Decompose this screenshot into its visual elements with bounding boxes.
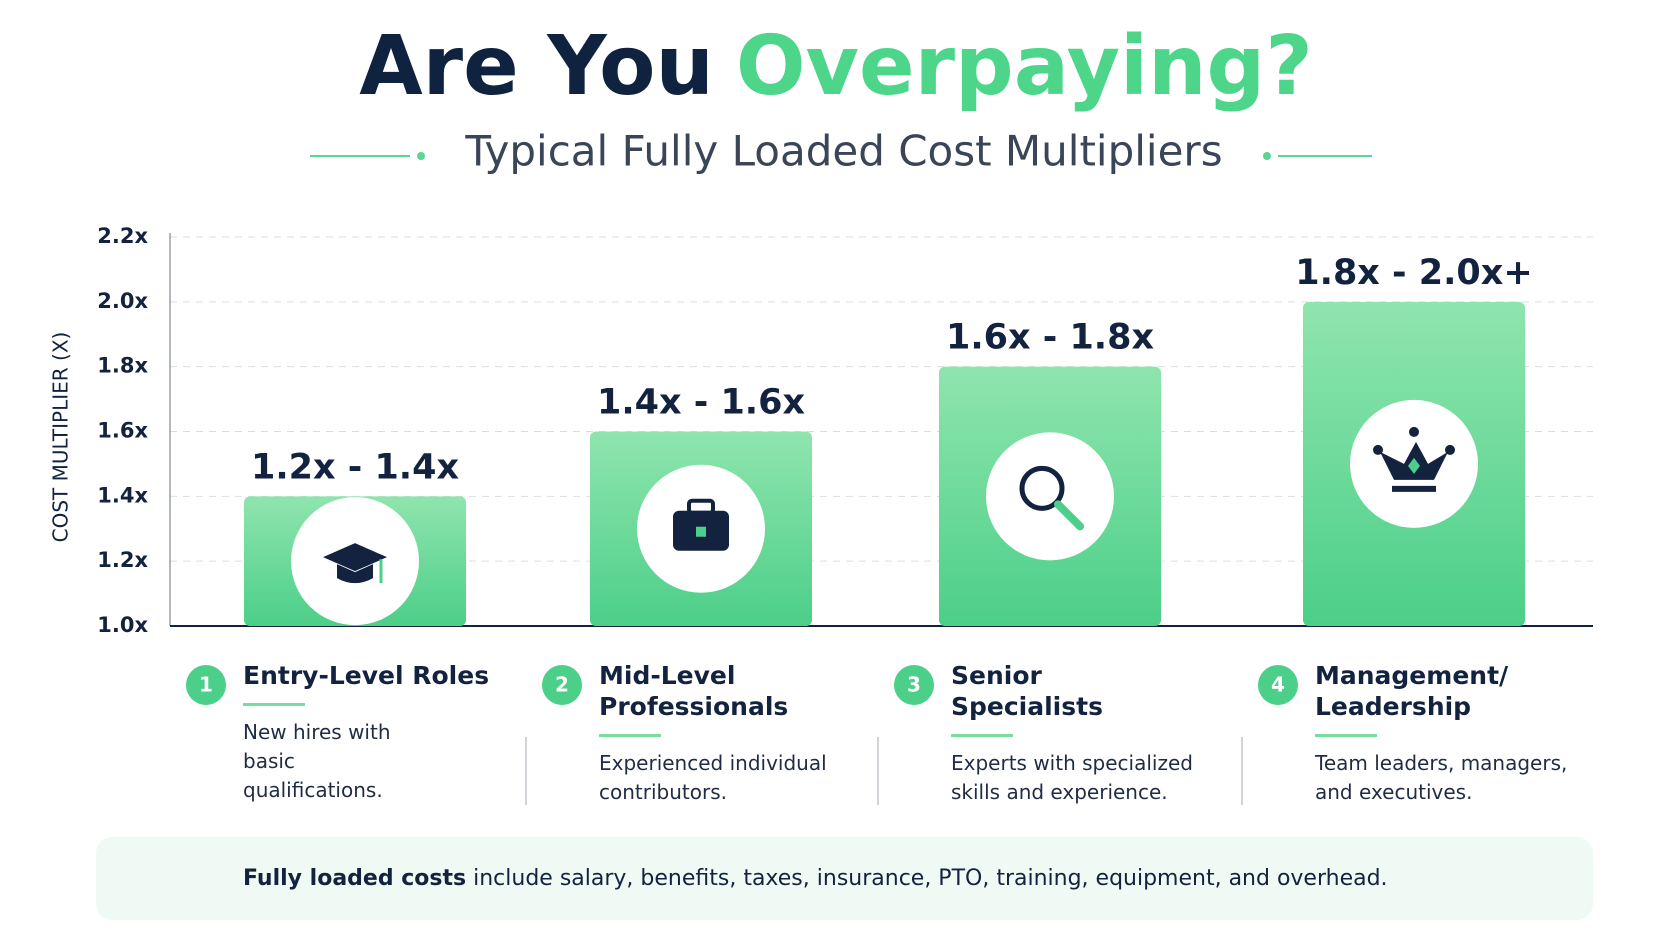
category-name: Management/Leadership <box>1315 661 1509 721</box>
bar-icon <box>291 497 419 626</box>
bar-icon <box>1350 399 1478 528</box>
chart-subtitle: Typical Fully Loaded Cost Multipliers <box>464 127 1222 176</box>
title-highlight: Overpaying? <box>736 19 1313 114</box>
y-axis-label: COST MULTIPLIER (X) <box>49 332 73 543</box>
icon-cap <box>323 543 387 584</box>
description-line: Team leaders, managers, <box>1315 751 1568 775</box>
icon-circle <box>986 432 1114 561</box>
icon-handle <box>1054 500 1084 531</box>
footnote-bold: Fully loaded costs <box>243 866 467 891</box>
footnote-text: include salary, benefits, taxes, insuran… <box>473 866 1388 891</box>
number-label: 3 <box>907 673 921 697</box>
icon-jewel <box>1445 444 1455 455</box>
number-badge <box>542 665 582 705</box>
y-tick-label: 2.2x <box>97 224 148 248</box>
bar-icon <box>986 432 1114 561</box>
category-description: Experienced individual contributors. <box>599 749 849 807</box>
number-label: 4 <box>1271 673 1285 697</box>
y-tick-label: 2.0x <box>97 289 148 313</box>
category-block: Management/Leadership Team leaders, manag… <box>1315 660 1575 807</box>
category-rule <box>951 734 1013 737</box>
icon-clasp <box>696 526 706 537</box>
bar-value-label: 1.2x - 1.4x <box>251 447 459 487</box>
category-block: Mid-Level Professionals Experienced indiv… <box>599 660 859 807</box>
description-line: skills and experience. <box>951 780 1168 804</box>
category-description: Team leaders, managers, and executives. <box>1315 749 1575 807</box>
y-tick-label: 1.4x <box>97 483 148 507</box>
number-label: 2 <box>555 673 569 697</box>
icon-handle <box>687 498 715 515</box>
y-tick-label: 1.2x <box>97 548 148 572</box>
number-badge <box>186 665 226 705</box>
category-rule <box>243 703 305 706</box>
category-block: Entry-Level Roles New hires with basic qua… <box>243 660 503 805</box>
category-block: Senior Specialists Experts with specializ… <box>951 660 1206 807</box>
description-line: and executives. <box>1315 780 1473 804</box>
number-badge <box>1258 665 1298 705</box>
decor-dot <box>417 152 425 160</box>
description-line: Experts with specialized <box>951 751 1193 775</box>
icon-gem <box>1408 457 1420 474</box>
y-tick-label: 1.6x <box>97 419 148 443</box>
category-name: Mid-Level Professionals <box>599 661 789 721</box>
category-name: Senior Specialists <box>951 661 1103 721</box>
category-name: Entry-Level Roles <box>243 661 490 690</box>
number-badge <box>894 665 934 705</box>
description-line: Experienced individual <box>599 751 827 775</box>
description-line: contributors. <box>599 780 727 804</box>
description-line: New hires with <box>243 720 391 744</box>
number-label: 1 <box>199 673 213 697</box>
bar-icon <box>637 464 765 593</box>
bar-value-label: 1.8x - 2.0x+ <box>1295 253 1532 293</box>
icon-jewel <box>1409 426 1419 437</box>
bar-value-label: 1.4x - 1.6x <box>597 383 805 423</box>
footnote: Fully loaded costs include salary, benef… <box>243 837 1388 920</box>
decor-dot <box>1263 152 1271 160</box>
chart-title: Are You Overpaying? <box>359 19 1313 114</box>
category-rule <box>1315 734 1377 737</box>
icon-jewel <box>1373 444 1383 455</box>
title-part: Are You <box>359 19 714 114</box>
y-tick-label: 1.8x <box>97 354 148 378</box>
category-description: New hires with basic qualifications. <box>243 718 433 805</box>
category-rule <box>599 734 661 737</box>
footnote-box: Fully loaded costs include salary, benef… <box>96 837 1593 920</box>
bar-value-label: 1.6x - 1.8x <box>946 318 1154 358</box>
icon-lens <box>1019 465 1065 511</box>
y-tick-label: 1.0x <box>97 613 148 637</box>
description-line: basic qualifications. <box>243 749 383 802</box>
category-description: Experts with specialized skills and exper… <box>951 749 1206 807</box>
